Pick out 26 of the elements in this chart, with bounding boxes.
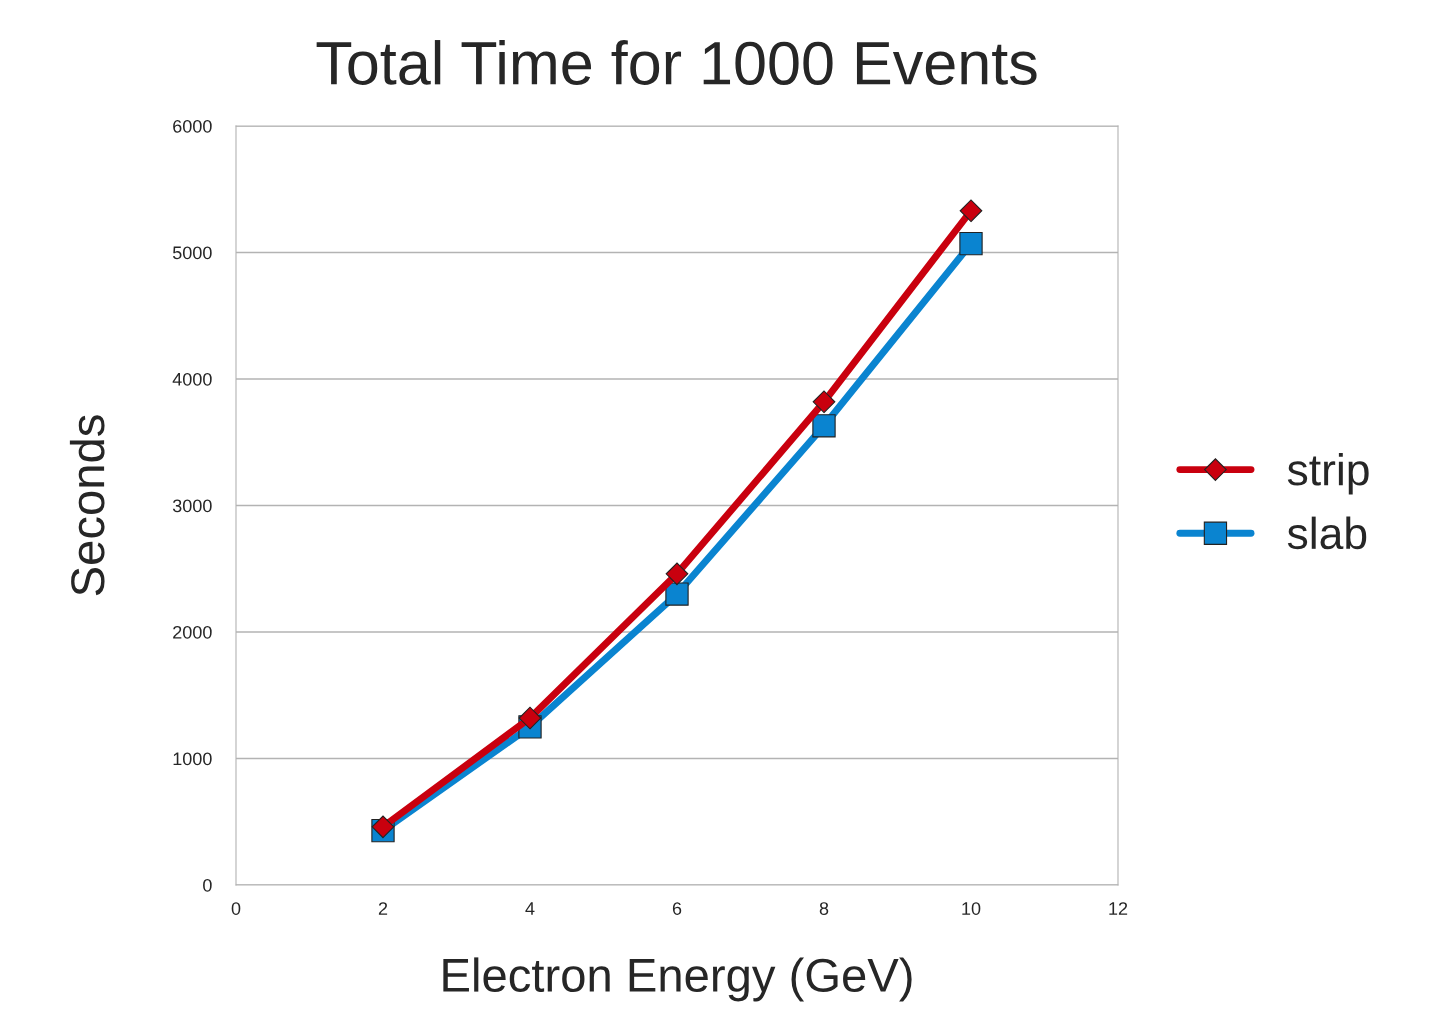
x-tick-label: 0 <box>231 902 241 915</box>
point <box>812 414 836 438</box>
x-tick-label: 8 <box>819 902 829 915</box>
x-tick-label: 2 <box>378 902 388 915</box>
point <box>665 582 689 606</box>
x-tick-label: 12 <box>1109 902 1128 915</box>
x-tick-label: 4 <box>525 902 535 915</box>
x-tick-label: 6 <box>672 902 682 915</box>
y-axis-title: Seconds <box>69 415 105 596</box>
y-tick-label: 5000 <box>172 246 212 260</box>
point <box>665 562 689 586</box>
y-tick-label: 1000 <box>173 752 212 766</box>
legend-label: slab <box>1287 516 1367 550</box>
legend-label: strip <box>1287 452 1369 495</box>
y-tick-label: 4000 <box>172 372 212 386</box>
y-tick-label: 0 <box>203 878 212 892</box>
y-tick-label: 2000 <box>173 625 212 639</box>
y-tick-label: 6000 <box>173 119 212 133</box>
y-tick-label: 3000 <box>172 499 212 513</box>
point <box>518 706 542 730</box>
point <box>959 199 983 223</box>
point <box>812 390 836 414</box>
x-tick-label: 10 <box>962 902 981 915</box>
point <box>959 231 983 256</box>
x-axis-title: Electron Energy (GeV) <box>443 957 912 1002</box>
chart-title: Total Time for 1000 Events <box>316 40 1037 85</box>
